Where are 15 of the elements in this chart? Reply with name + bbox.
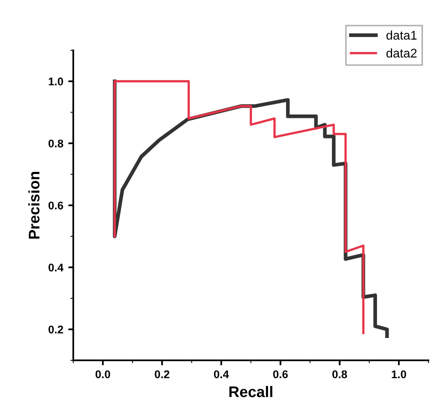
x-tick-label: 0.2 (154, 370, 170, 378)
x-tick-label: 0.6 (273, 370, 288, 378)
y-tick-label: 0.6 (48, 202, 64, 210)
x-tick-label: 0.0 (96, 370, 110, 378)
legend-label: data2 (386, 48, 417, 58)
y-axis-title: Precision (28, 172, 40, 239)
y-tick-label: 0.4 (48, 264, 64, 272)
x-tick-label: 1.0 (392, 370, 406, 378)
legend-label: data1 (386, 30, 417, 40)
x-axis-title: Recall (229, 386, 272, 398)
y-tick-label: 0.8 (48, 140, 64, 148)
x-tick-label: 0.8 (332, 370, 348, 378)
x-tick-label: 0.4 (214, 370, 229, 378)
y-tick-label: 0.2 (48, 326, 64, 334)
y-tick-label: 1.0 (48, 78, 64, 86)
